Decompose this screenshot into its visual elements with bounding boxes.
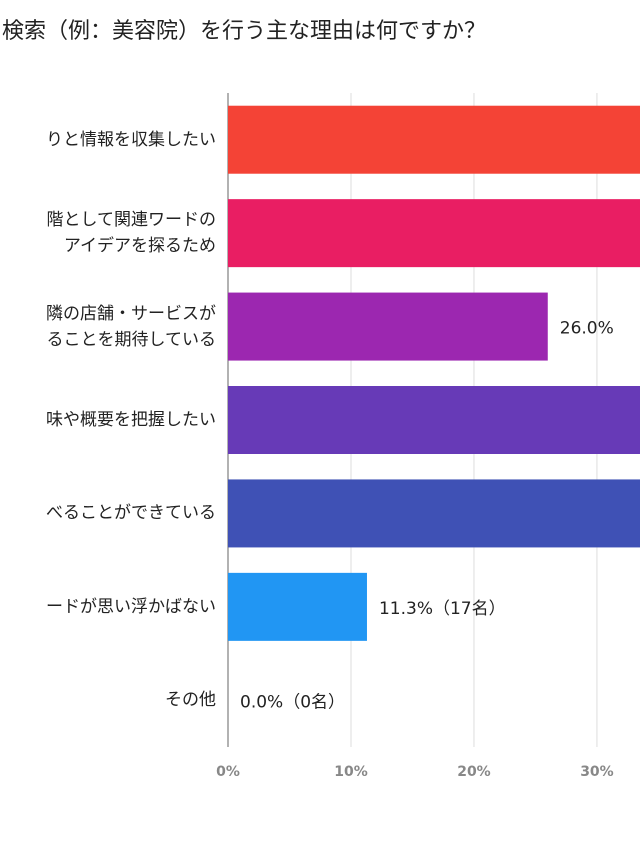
bar (228, 105, 640, 174)
x-tick-label: 10% (334, 764, 368, 780)
bar (228, 572, 367, 641)
bar (228, 386, 640, 454)
category-label: ードが思い浮かばない (46, 596, 216, 617)
value-label: 26.0% (560, 319, 614, 339)
category-label: りと情報を収集したい (46, 129, 216, 150)
category-label: 階として関連ワードの アイデアを探るため (46, 210, 217, 257)
value-label: 11.3%（17名） (379, 599, 506, 619)
x-tick-label: 0% (216, 764, 240, 780)
category-label: その他 (165, 690, 216, 711)
value-label: 0.0%（0名） (240, 692, 345, 712)
chart-title: 検索（例：美容院）を行う主な理由は何ですか？ (2, 19, 486, 44)
bar (228, 479, 640, 548)
category-label: 味や概要を把握したい (46, 410, 216, 430)
category-label: 隣の店舗・サービスが ることを期待している (46, 303, 216, 350)
category-label: べることができている (46, 503, 216, 524)
bar (228, 292, 548, 361)
x-tick-label: 30% (580, 764, 614, 780)
bar (228, 199, 640, 268)
x-tick-label: 20% (457, 764, 491, 780)
